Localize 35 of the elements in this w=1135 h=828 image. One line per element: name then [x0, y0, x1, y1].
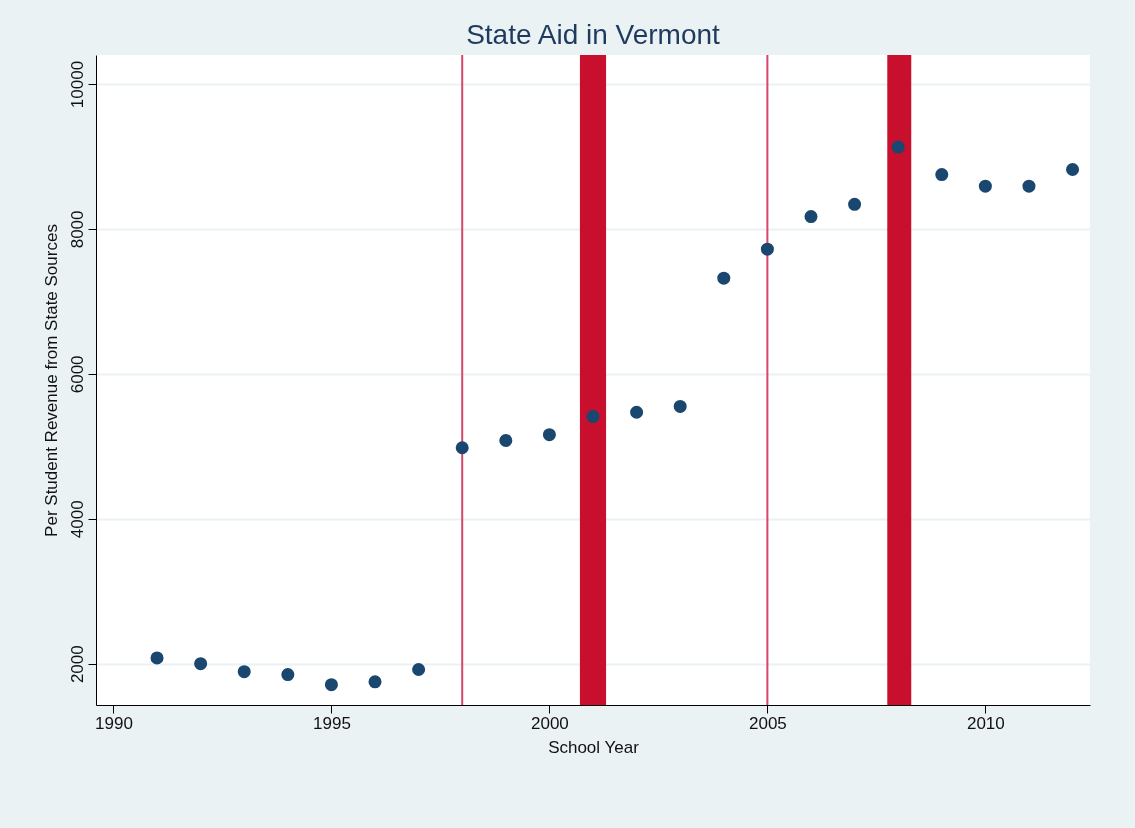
y-tick-label: 4000: [67, 500, 87, 539]
x-tick-label: 2000: [530, 713, 569, 733]
point: [1066, 162, 1080, 176]
point: [412, 662, 426, 676]
point: [760, 242, 774, 256]
point: [673, 399, 687, 413]
point: [194, 657, 208, 671]
point: [542, 428, 556, 442]
point: [499, 434, 513, 448]
x-tick-label: 2005: [748, 713, 787, 733]
point: [324, 678, 338, 692]
point: [150, 651, 164, 665]
chart-title: State Aid in Vermont: [466, 19, 721, 50]
y-axis-title: Per Student Revenue from State Sources: [41, 224, 61, 537]
point: [237, 665, 251, 679]
point: [804, 210, 818, 224]
y-tick-label: 10000: [67, 60, 87, 109]
y-tick-label: 6000: [67, 355, 87, 394]
point: [891, 140, 905, 154]
x-tick-label: 2010: [966, 713, 1005, 733]
point: [935, 168, 949, 182]
y-tick-label: 2000: [67, 645, 87, 684]
x-axis-title: School Year: [548, 737, 640, 757]
point: [586, 410, 600, 424]
x-tick-label: 1990: [95, 713, 133, 733]
point: [368, 675, 382, 689]
point: [978, 179, 992, 193]
point: [848, 197, 862, 211]
y-tick-label: 8000: [67, 210, 87, 249]
point: [630, 405, 644, 419]
point: [455, 441, 469, 455]
point: [1022, 179, 1036, 193]
point: [717, 271, 731, 285]
point: [281, 668, 295, 682]
x-tick-label: 1995: [313, 713, 351, 733]
